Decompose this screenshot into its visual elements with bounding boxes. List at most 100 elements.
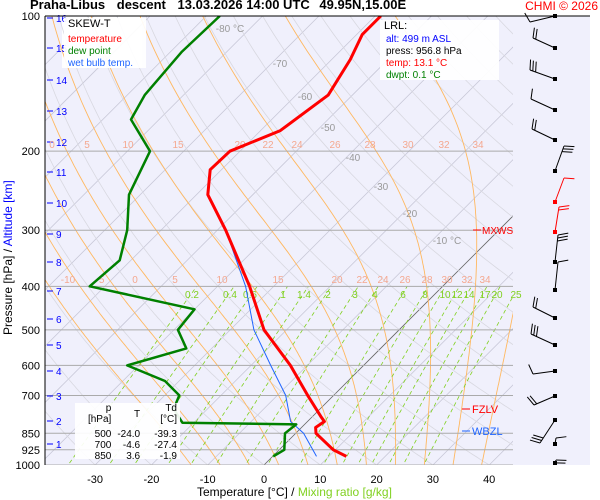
wind-barb-staff — [529, 69, 556, 80]
mixing-ratio-line — [341, 286, 446, 465]
wind-barb-base — [553, 230, 557, 234]
theta-e-label: 10 — [216, 275, 228, 286]
moist-adiabat — [202, 16, 397, 465]
mixing-ratio-label: 4 — [372, 290, 378, 301]
isotherm-line — [94, 46, 513, 465]
altitude-tick-label: 10 — [56, 199, 68, 210]
wind-barb-staff — [532, 370, 556, 375]
wind-barb-staff — [554, 145, 565, 172]
cell: 700 — [94, 440, 112, 451]
mixing-ratio-line — [423, 295, 513, 465]
wind-barb-feather — [562, 148, 574, 150]
wind-barb-feather — [555, 436, 567, 439]
mixing-ratio-label: 17 — [479, 290, 491, 301]
theta-e-label: 22 — [356, 275, 368, 286]
isotherm-line — [432, 384, 513, 465]
altitude-tick-label: 4 — [56, 367, 62, 378]
cell: -1.9 — [159, 451, 177, 462]
wind-barb-base — [553, 138, 557, 142]
temperature-tick-label: 40 — [483, 474, 495, 486]
table-row: 700 -4.6 -27.4 — [77, 440, 180, 451]
fzlv-label: FZLV — [472, 404, 499, 416]
dry-adiabat — [291, 16, 513, 250]
theta-e-label: -5 — [96, 275, 105, 286]
isotherm-label: -40 — [346, 153, 361, 164]
isotherm-line — [376, 328, 513, 465]
mixing-ratio-label: 2 — [325, 290, 331, 301]
mixing-ratio-label: 0.4 — [223, 290, 237, 301]
pressure-tick-label: 600 — [22, 360, 40, 372]
wind-barb-feather — [532, 60, 534, 72]
temperature-tick-label: 0 — [261, 474, 267, 486]
wind-barb-staff — [554, 177, 565, 203]
legend: SKEW-T temperature dew point wet bulb te… — [64, 18, 146, 69]
temperature-tick-label: -10 — [200, 474, 216, 486]
wind-barb-feather — [528, 364, 534, 375]
legend-wet-bulb: wet bulb temp. — [68, 58, 134, 69]
x-axis-title: Temperature [°C] / Mixing ratio [g/kg] — [197, 485, 392, 499]
levels-table: p [hPa] T Td [°C] 500 -24.0 -39.3 700 -4.6 -… — [75, 403, 180, 462]
mixing-ratio-label: 8 — [422, 290, 428, 301]
wind-barb-feather — [530, 323, 533, 335]
mixing-ratio-label: 20 — [491, 290, 503, 301]
wind-barb-staff — [533, 395, 556, 406]
theta-e-label: 32 — [438, 140, 450, 151]
theta-e-label: 30 — [441, 275, 453, 286]
lrl-temp: temp: 13.1 °C — [386, 58, 448, 69]
wind-barb-feather — [563, 145, 575, 148]
isotherm-label: -20 — [403, 209, 418, 220]
altitude-tick-label: 13 — [56, 107, 68, 118]
temperature-tick-label: -30 — [87, 474, 103, 486]
isotherm-line — [151, 102, 513, 465]
mixing-ratio-line — [190, 286, 309, 465]
wind-barb-base — [553, 200, 557, 204]
mixing-ratio-label: 0.2 — [185, 290, 199, 301]
temperature-tick-label: 10 — [314, 474, 326, 486]
wind-barb-feather — [524, 12, 531, 23]
temperature-tick-label: -20 — [143, 474, 159, 486]
header-p: p [hPa] — [87, 403, 112, 425]
station-name: Praha-Libus — [30, 0, 105, 12]
wind-barb-staff — [554, 261, 559, 291]
isotherm-label: -80 °C — [216, 24, 244, 35]
wind-barb-feather — [531, 437, 542, 441]
legend-temperature: temperature — [68, 34, 122, 45]
mixing-ratio-line — [357, 286, 460, 465]
dry-adiabat — [203, 16, 513, 346]
wind-barb-feather — [561, 151, 573, 153]
wind-barb-staff — [532, 306, 556, 319]
altitude-tick-label: 11 — [56, 168, 67, 179]
y-axis-title: Pressure [hPa] / Altitude [km] — [1, 180, 15, 335]
lrl-press: press: 956.8 hPa — [386, 46, 462, 57]
wind-barb-base — [553, 288, 557, 292]
wind-barb-base — [553, 343, 557, 347]
cell: -39.3 — [154, 429, 177, 440]
dry-adiabat — [262, 16, 513, 281]
copyright: CHMI © 2026 — [525, 0, 598, 13]
cell: -27.4 — [154, 440, 177, 451]
wind-barb-feather — [526, 396, 535, 406]
theta-e-label: 10 — [122, 140, 134, 151]
moist-adiabat — [139, 16, 367, 465]
wind-barb-feather — [530, 88, 533, 100]
mixing-ratio-label: 1 — [280, 290, 286, 301]
theta-e-label: 24 — [377, 275, 389, 286]
dry-adiabat — [45, 66, 378, 465]
mixing-ratio-line — [299, 286, 408, 465]
lrl-title: LRL: — [384, 20, 408, 32]
moist-adiabat — [45, 173, 251, 465]
wind-barb-base — [553, 46, 557, 50]
theta-e-label: 0 — [132, 275, 138, 286]
theta-e-label: 0 — [49, 140, 55, 151]
pressure-tick-label: 200 — [22, 146, 40, 158]
wind-barb-feather — [532, 296, 536, 308]
theta-e-label: 32 — [461, 275, 473, 286]
temperature-axis-label: Temperature [°C] — [197, 485, 288, 499]
wind-barb-staff — [530, 333, 556, 346]
mixing-ratio-line — [370, 286, 472, 465]
theta-e-label: 30 — [402, 140, 414, 151]
wbzl-label: WBZL — [472, 426, 503, 438]
isotherm-line — [45, 16, 432, 404]
isotherm-line — [45, 16, 489, 460]
temperature-tick-label: 20 — [370, 474, 382, 486]
